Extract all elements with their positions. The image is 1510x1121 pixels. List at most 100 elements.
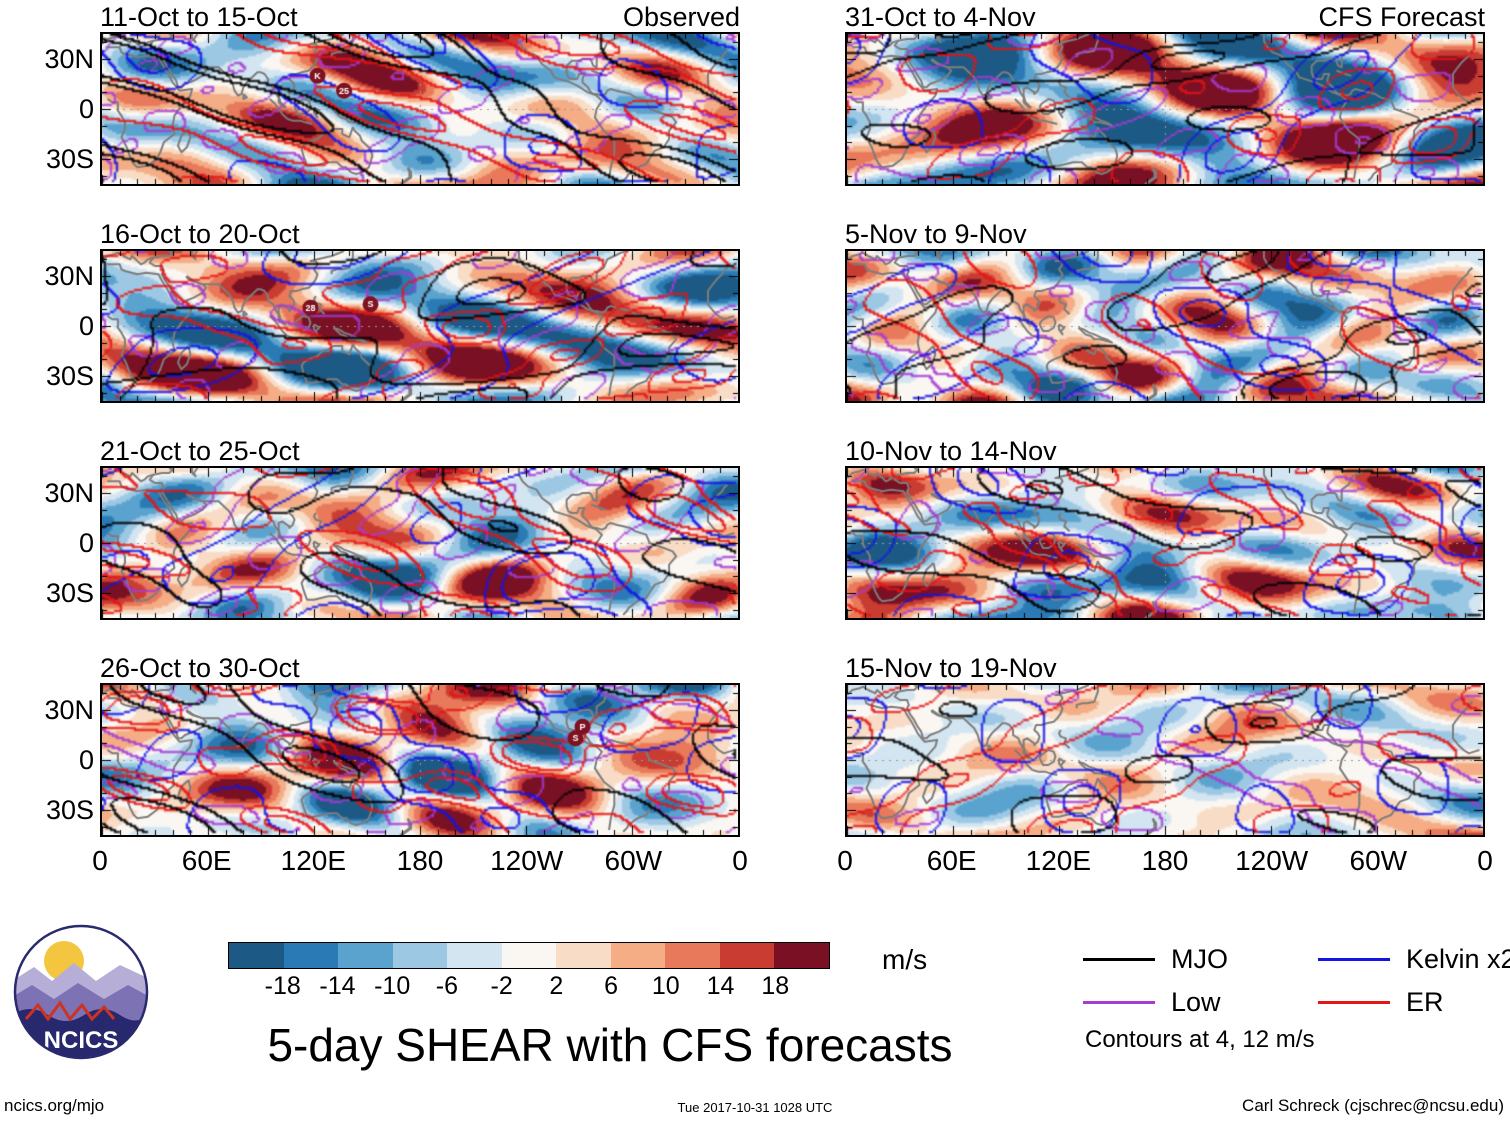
map-panel: 30N 0 30S bbox=[44, 249, 740, 403]
y-axis-label: 30N bbox=[44, 261, 94, 291]
legend-item: MJO bbox=[1083, 944, 1318, 975]
colorbar-segment bbox=[774, 943, 830, 968]
y-axis-label: 0 bbox=[78, 528, 94, 558]
panel: 26-Oct to 30-Oct 30N 0 30S bbox=[44, 653, 740, 837]
map-canvas bbox=[102, 685, 738, 835]
panel-head: 26-Oct to 30-Oct bbox=[100, 653, 740, 683]
logo-text: NCICS bbox=[44, 1027, 119, 1054]
panel-date-range: 31-Oct to 4-Nov bbox=[845, 2, 1036, 32]
panel-date-range: 26-Oct to 30-Oct bbox=[100, 653, 300, 683]
legend: MJO Kelvin x2 Low ER bbox=[1083, 938, 1510, 1024]
y-axis-label: 30N bbox=[44, 695, 94, 725]
colorbar-tick: -2 bbox=[490, 972, 513, 1000]
x-axis-label: 120W bbox=[1235, 845, 1309, 876]
panel: 5-Nov to 9-Nov bbox=[845, 219, 1485, 403]
panel-head: 11-Oct to 15-Oct Observed bbox=[100, 2, 740, 32]
panel: 15-Nov to 19-Nov bbox=[845, 653, 1485, 837]
colorbar-tick: -18 bbox=[264, 972, 301, 1000]
map-panel bbox=[845, 683, 1485, 837]
map-canvas bbox=[102, 34, 738, 184]
y-axis-label: 30S bbox=[45, 795, 94, 825]
panel: 11-Oct to 15-Oct Observed 30N 0 30S bbox=[44, 2, 740, 186]
colorbar-segment bbox=[392, 943, 448, 968]
y-axis-label: 30S bbox=[45, 361, 94, 391]
ncics-logo: NCICS bbox=[13, 924, 149, 1060]
map-panel: 30N 0 30S bbox=[44, 32, 740, 186]
panel-date-range: 15-Nov to 19-Nov bbox=[845, 653, 1057, 683]
panel-head: 21-Oct to 25-Oct bbox=[100, 436, 740, 466]
x-axis-labels: 0 60E 120E 180 120W 60W 0 bbox=[92, 845, 748, 881]
observed-column: 11-Oct to 15-Oct Observed 30N 0 30S 16-Oct… bbox=[44, 2, 748, 881]
map-panel: 30N 0 30S bbox=[44, 466, 740, 620]
colorbar: -18 -14 -10 -6 -2 2 6 10 14 18 bbox=[228, 942, 830, 1002]
contour-note: Contours at 4, 12 m/s bbox=[1085, 1026, 1315, 1053]
legend-line bbox=[1318, 1001, 1390, 1004]
map-panel: 30N 0 30S bbox=[44, 683, 740, 837]
panel-head: 10-Nov to 14-Nov bbox=[845, 436, 1485, 466]
colorbar-tick-labels: -18 -14 -10 -6 -2 2 6 10 14 18 bbox=[228, 972, 830, 1002]
panel-date-range: 5-Nov to 9-Nov bbox=[845, 219, 1027, 249]
y-axis-label: 30N bbox=[44, 478, 94, 508]
panel-date-range: 11-Oct to 15-Oct bbox=[100, 2, 298, 32]
x-axis-label: 60E bbox=[181, 845, 232, 876]
forecast-column: 31-Oct to 4-Nov CFS Forecast 5-Nov to 9-… bbox=[837, 2, 1493, 881]
y-axis-label: 30N bbox=[44, 44, 94, 74]
column-header-observed: Observed bbox=[622, 2, 740, 32]
panel-date-range: 16-Oct to 20-Oct bbox=[100, 219, 300, 249]
y-axis-label: 30S bbox=[45, 578, 94, 608]
colorbar-tick: 6 bbox=[604, 972, 619, 1000]
legend-label: MJO bbox=[1171, 944, 1228, 974]
x-axis-label: 60E bbox=[926, 845, 977, 876]
colorbar-segment bbox=[283, 943, 339, 968]
x-axis-label: 60W bbox=[604, 845, 663, 876]
colorbar-tick: -10 bbox=[374, 972, 411, 1000]
x-axis-label: 180 bbox=[396, 845, 444, 876]
panel-head: 15-Nov to 19-Nov bbox=[845, 653, 1485, 683]
map-canvas bbox=[847, 34, 1483, 184]
figure-footer-area: NCICS -18 -14 -10 -6 -2 2 6 10 14 18 m/s MJO Kelvi… bbox=[0, 920, 1510, 1121]
x-axis-label: 120E bbox=[280, 845, 347, 876]
footer-contact: Carl Schreck (cjschrec@ncsu.edu) bbox=[1242, 1096, 1504, 1115]
legend-label: ER bbox=[1406, 987, 1444, 1017]
colorbar-unit: m/s bbox=[882, 944, 928, 975]
colorbar-tick: 10 bbox=[651, 972, 680, 1000]
footer-link[interactable]: ncics.org/mjo bbox=[4, 1096, 105, 1115]
colorbar-segment bbox=[447, 943, 502, 968]
legend-item: Kelvin x2 bbox=[1318, 944, 1510, 975]
map-panel bbox=[845, 249, 1485, 403]
y-axis-label: 0 bbox=[78, 745, 94, 775]
x-axis-label: 120W bbox=[490, 845, 564, 876]
panel: 10-Nov to 14-Nov bbox=[845, 436, 1485, 620]
colorbar-segment bbox=[229, 943, 284, 968]
legend-label: Low bbox=[1171, 987, 1221, 1017]
map-panel bbox=[845, 32, 1485, 186]
legend-label: Kelvin x2 bbox=[1406, 944, 1510, 974]
colorbar-tick: 18 bbox=[761, 972, 790, 1000]
logo-mountain-line bbox=[24, 1000, 116, 1022]
map-canvas bbox=[102, 251, 738, 401]
panel: 31-Oct to 4-Nov CFS Forecast bbox=[845, 2, 1485, 186]
footer-timestamp: Tue 2017-10-31 1028 UTC bbox=[677, 1100, 833, 1115]
legend-item: ER bbox=[1318, 987, 1510, 1018]
colorbar-segment bbox=[610, 943, 666, 968]
y-axis-label: 30S bbox=[45, 144, 94, 174]
colorbar-segment bbox=[501, 943, 557, 968]
panel: 21-Oct to 25-Oct 30N 0 30S bbox=[44, 436, 740, 620]
x-axis-label: 0 bbox=[1477, 845, 1493, 876]
legend-line bbox=[1083, 958, 1155, 961]
panel: 16-Oct to 20-Oct 30N 0 30S bbox=[44, 219, 740, 403]
figure-title: 5-day SHEAR with CFS forecasts bbox=[267, 1019, 953, 1071]
panel-date-range: 10-Nov to 14-Nov bbox=[845, 436, 1057, 466]
colorbar-segment bbox=[665, 943, 720, 968]
x-axis-label: 120E bbox=[1025, 845, 1092, 876]
y-axis-label: 0 bbox=[78, 311, 94, 341]
panel-date-range: 21-Oct to 25-Oct bbox=[100, 436, 300, 466]
x-axis-label: 0 bbox=[837, 845, 853, 876]
x-axis-label: 0 bbox=[732, 845, 748, 876]
legend-item: Low bbox=[1083, 987, 1318, 1018]
map-canvas bbox=[847, 685, 1483, 835]
map-canvas bbox=[847, 468, 1483, 618]
colorbar-segment bbox=[338, 943, 393, 968]
panel-head: 31-Oct to 4-Nov CFS Forecast bbox=[845, 2, 1485, 32]
column-header-forecast: CFS Forecast bbox=[1318, 2, 1485, 32]
